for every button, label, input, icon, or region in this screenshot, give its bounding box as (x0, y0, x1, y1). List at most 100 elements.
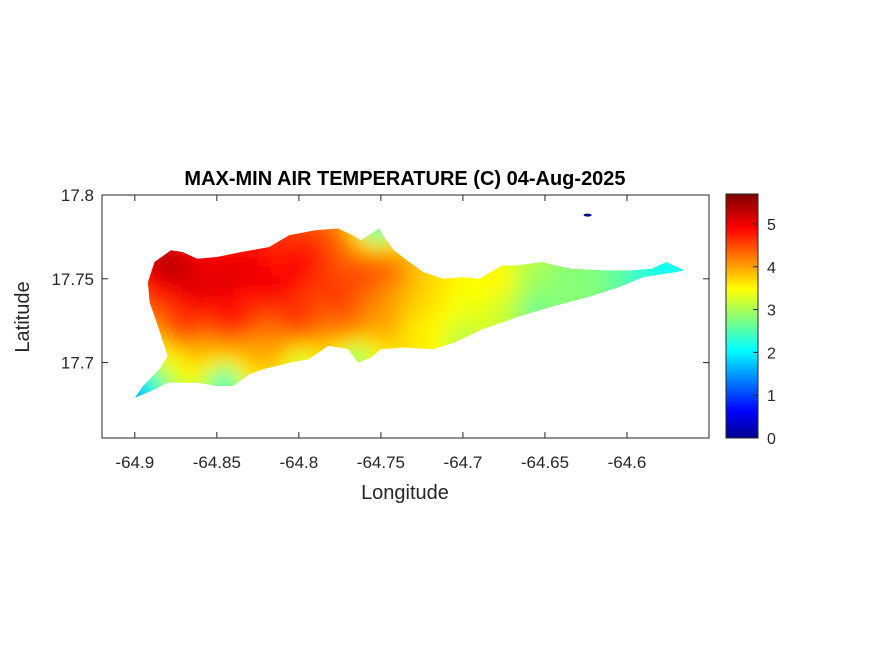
colorbar-tick-label: 1 (767, 388, 776, 405)
heat-cell (287, 281, 299, 293)
heat-cell (206, 272, 218, 284)
heat-cell (188, 272, 200, 284)
heat-cell (620, 272, 632, 284)
heat-cell (404, 326, 416, 338)
heat-cell (278, 344, 290, 356)
heat-cell (206, 263, 218, 275)
heat-cell (359, 353, 371, 365)
heat-cell (197, 335, 209, 347)
heat-cell (161, 308, 173, 320)
heat-cell (377, 245, 389, 257)
heat-cell (161, 362, 173, 374)
heat-cell (188, 335, 200, 347)
heat-cell (341, 326, 353, 338)
heat-cell (179, 272, 191, 284)
heat-cell (422, 272, 434, 284)
heat-cell (233, 353, 245, 365)
heat-cell (512, 290, 524, 302)
heat-cell (530, 299, 542, 311)
heat-cell (224, 353, 236, 365)
heat-cell (548, 290, 560, 302)
heat-cell (548, 299, 560, 311)
heat-cell (593, 272, 605, 284)
heat-cell (386, 317, 398, 329)
heat-cell (278, 299, 290, 311)
heat-cell (188, 326, 200, 338)
heat-cell (467, 290, 479, 302)
colorbar (725, 193, 759, 439)
heat-cell (368, 272, 380, 284)
heat-cell (575, 290, 587, 302)
heat-cell (521, 290, 533, 302)
heat-cell (413, 308, 425, 320)
heat-cell (179, 308, 191, 320)
heat-cell (494, 290, 506, 302)
heat-cell (377, 326, 389, 338)
heat-cell (476, 317, 488, 329)
heat-cell (161, 290, 173, 302)
heat-cell (152, 308, 164, 320)
heat-cell (287, 308, 299, 320)
heat-cell (197, 326, 209, 338)
heat-cell (368, 228, 380, 239)
heat-cell (269, 299, 281, 311)
heat-cell (188, 299, 200, 311)
heat-cell (359, 263, 371, 275)
heat-cell (188, 317, 200, 329)
heat-cell (494, 263, 506, 275)
heat-cell (170, 308, 182, 320)
heat-cell (278, 245, 290, 257)
heat-cell (251, 290, 263, 302)
heat-cell (539, 263, 551, 275)
heat-cell (440, 308, 452, 320)
heat-cell (386, 281, 398, 293)
heat-cell (530, 281, 542, 293)
heat-cell (350, 317, 362, 329)
heat-cell (332, 236, 344, 248)
heat-cell (368, 317, 380, 329)
heat-cell (350, 263, 362, 275)
heat-cell (224, 290, 236, 302)
colorbar-tick-label: 0 (767, 431, 776, 448)
heat-cell (179, 335, 191, 347)
heat-cell (539, 299, 551, 311)
heat-cell (278, 236, 290, 248)
heat-cell (314, 299, 326, 311)
heat-cell (269, 263, 281, 275)
heat-cell (341, 317, 353, 329)
heat-cell (215, 335, 227, 347)
heat-cell (260, 335, 272, 347)
heat-cell (503, 272, 515, 284)
heat-cell (377, 254, 389, 266)
heat-cell (278, 326, 290, 338)
heat-cell (584, 272, 596, 284)
heat-cell (359, 236, 371, 248)
heat-cell (386, 308, 398, 320)
heat-cell (296, 317, 308, 329)
heat-cell (350, 272, 362, 284)
heat-cell (233, 326, 245, 338)
x-tick-label: -64.9 (115, 453, 154, 472)
heat-cell (368, 236, 380, 248)
heat-cell (602, 272, 614, 284)
heat-cell (431, 272, 443, 284)
heat-cell (431, 317, 443, 329)
heat-cell (530, 290, 542, 302)
heat-cell (260, 299, 272, 311)
heat-cell (287, 335, 299, 347)
heat-cell (458, 317, 470, 329)
heat-cell (323, 254, 335, 266)
heat-cell (233, 263, 245, 275)
heat-cell (179, 263, 191, 275)
heat-cell (251, 254, 263, 266)
heat-cell (404, 281, 416, 293)
heat-cell (206, 326, 218, 338)
heat-cell (539, 290, 551, 302)
heat-cell (215, 263, 227, 275)
heat-cell (296, 308, 308, 320)
heat-cell (377, 236, 389, 248)
heat-cell (368, 308, 380, 320)
heat-cell (251, 353, 263, 365)
heat-cell (359, 308, 371, 320)
heat-cell (305, 228, 317, 239)
